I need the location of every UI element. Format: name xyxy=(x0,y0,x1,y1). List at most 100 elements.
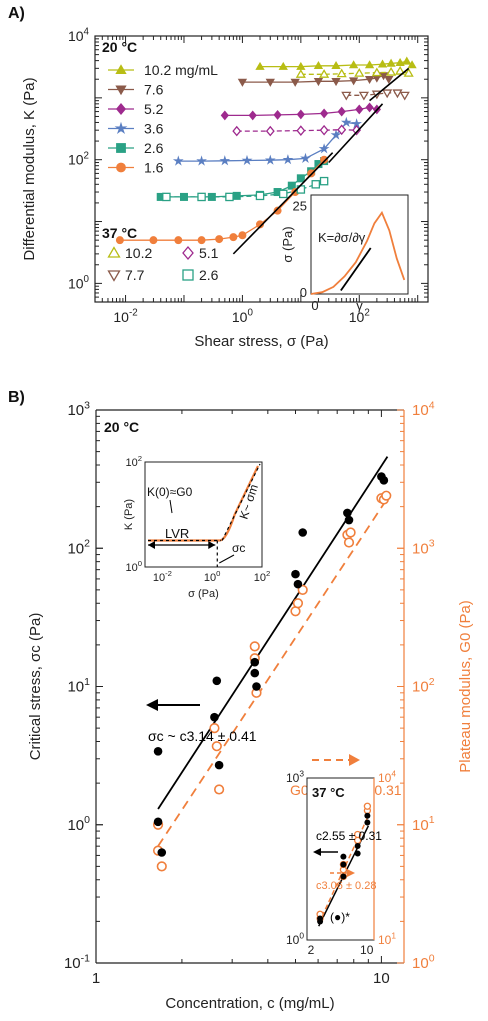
y-right-tick-label: 103 xyxy=(412,538,435,558)
data-point xyxy=(197,236,206,245)
y-left-tick-label: 101 xyxy=(67,676,90,696)
data-point xyxy=(377,59,388,68)
inset-x-tick-label: 2 xyxy=(308,943,315,957)
sigma-c-point xyxy=(344,515,354,525)
sigma-c-point xyxy=(212,676,222,686)
data-point xyxy=(407,60,417,69)
data-point xyxy=(115,236,124,245)
legend-label: 7.7 xyxy=(125,267,145,283)
data-point xyxy=(311,180,321,189)
data-point xyxy=(402,56,412,65)
sigma-c-point xyxy=(291,569,300,579)
data-point xyxy=(337,124,347,136)
series-37C-7 xyxy=(341,89,410,101)
inset-k0-label: K(0)≈G0 xyxy=(147,485,193,499)
legend-marker xyxy=(114,121,128,134)
legend-label: 2.6 xyxy=(144,140,164,156)
y-right-tick-label: 102 xyxy=(412,676,435,696)
inset-sigmac-pointer xyxy=(219,554,235,564)
data-point xyxy=(255,191,265,201)
data-point xyxy=(232,191,241,200)
data-point xyxy=(319,69,330,78)
data-point xyxy=(287,181,296,190)
legend-marker xyxy=(116,143,126,153)
legend-marker xyxy=(115,102,127,116)
data-point xyxy=(220,110,229,121)
data-point xyxy=(385,66,397,76)
legend-marker xyxy=(115,64,127,74)
data-point xyxy=(290,78,300,87)
data-point xyxy=(256,220,265,229)
y-right-tick-label: 101 xyxy=(412,814,435,834)
y-left-tick-label: 102 xyxy=(67,538,90,558)
x-tick-label: 10-2 xyxy=(113,308,137,325)
y-right-axis-label: Plateau modulus, G0 (Pa) xyxy=(457,600,474,773)
data-point xyxy=(225,192,234,202)
inset-x-tick-label: 0 xyxy=(311,298,318,313)
y-left-tick-label: 100 xyxy=(67,814,90,834)
inset-lvr-arrow-right xyxy=(208,541,216,549)
data-point xyxy=(296,125,306,136)
inset-lvr-label: LVR xyxy=(165,526,189,541)
data-point xyxy=(392,89,403,99)
data-point xyxy=(278,61,288,70)
inset-y-label: σ (Pa) xyxy=(280,226,295,262)
sigma-c-point xyxy=(293,579,303,589)
g0-point xyxy=(249,641,260,652)
g0-point xyxy=(211,741,222,752)
data-point xyxy=(296,109,305,120)
data-point xyxy=(229,233,238,242)
inset-y-left-tick-label: 100 xyxy=(286,931,304,947)
inset-g0-point xyxy=(363,802,372,810)
data-point xyxy=(241,154,253,166)
legend-label: 5.2 xyxy=(144,101,164,117)
inset-x-label: γ xyxy=(356,298,363,313)
inset-sigma-c-point xyxy=(340,853,347,860)
data-point xyxy=(337,106,346,117)
x-axis-label: Concentration, c (mg/mL) xyxy=(165,995,334,1012)
inset-sigma-c-point xyxy=(354,843,361,850)
inset-sigma-c-point xyxy=(364,819,371,826)
inset-y-label: K (Pa) xyxy=(123,499,135,530)
sigma-c-point xyxy=(214,760,224,770)
data-point xyxy=(296,174,305,183)
inset-y-tick-label: 102 xyxy=(125,454,142,469)
inset-sigma-c-point xyxy=(340,861,347,868)
series-37C-8 xyxy=(232,124,362,137)
data-point xyxy=(319,124,329,136)
inset-y-right-tick-label: 104 xyxy=(378,769,396,785)
panel-a: A) 10-2 100 102 100 102 104 Shear stress, σ (Pa… xyxy=(8,5,429,350)
inset-lvr-arrow-left xyxy=(148,541,155,549)
sigma-c-point xyxy=(252,682,261,691)
data-point xyxy=(336,68,347,78)
data-point xyxy=(364,60,375,69)
inset-slope-line xyxy=(221,463,261,541)
legend-label: 3.6 xyxy=(144,121,164,137)
x-tick-label: 100 xyxy=(232,308,254,325)
data-point xyxy=(238,231,247,240)
x-tick-label: 1 xyxy=(92,970,100,987)
data-point xyxy=(382,89,393,99)
inset-37c: 37 °C 2 10 100 103 101 104 c2.55 ± 0.31 c3.06 ± … xyxy=(286,769,396,957)
inset-x-tick-label: 10-2 xyxy=(153,569,172,584)
y-axis-label: Differential modulus, K (Pa) xyxy=(21,77,38,260)
inset-frame xyxy=(144,461,263,568)
inset-x-tick-label: 102 xyxy=(254,569,271,584)
inset-fit-g0-label: c3.06 ± 0.28 xyxy=(316,880,376,892)
inset-fit-sigma-label: c2.55 ± 0.31 xyxy=(316,829,382,843)
legend-marker xyxy=(182,269,194,281)
x-tick-label: 10 xyxy=(373,970,390,987)
series-37C-9 xyxy=(162,176,329,202)
data-point xyxy=(313,61,324,70)
legend-20c: 20 °C 10.2 mg/mL 7.6 5.2 3.6 2.6 1.6 xyxy=(102,39,218,176)
inset-sigma-c-point xyxy=(354,850,361,857)
legend-marker xyxy=(107,270,121,282)
data-point xyxy=(273,109,282,120)
data-point xyxy=(365,102,374,113)
inset-g0-point xyxy=(354,830,362,839)
temp-label: 20 °C xyxy=(104,419,139,435)
data-point xyxy=(354,67,365,77)
data-point xyxy=(255,61,265,70)
